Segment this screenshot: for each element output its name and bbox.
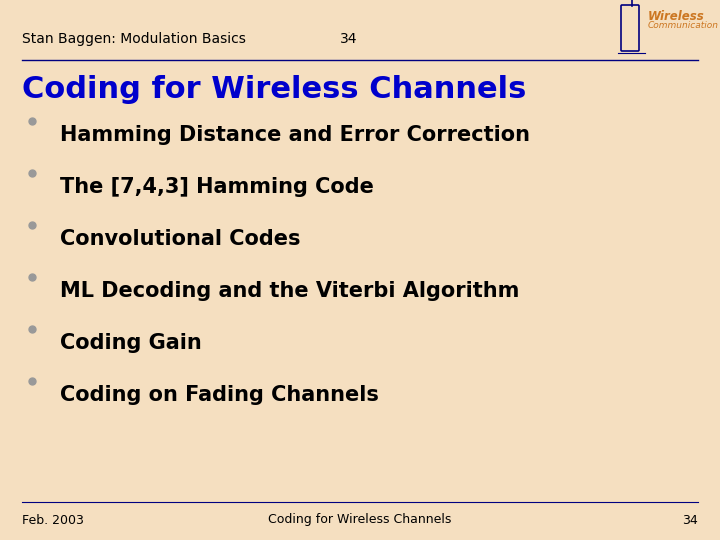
Text: Stan Baggen: Modulation Basics: Stan Baggen: Modulation Basics bbox=[22, 32, 246, 46]
Text: Coding on Fading Channels: Coding on Fading Channels bbox=[60, 385, 379, 405]
Text: ML Decoding and the Viterbi Algorithm: ML Decoding and the Viterbi Algorithm bbox=[60, 281, 519, 301]
Text: Convolutional Codes: Convolutional Codes bbox=[60, 229, 300, 249]
Text: 34: 34 bbox=[683, 514, 698, 526]
Text: Feb. 2003: Feb. 2003 bbox=[22, 514, 84, 526]
Text: Wireless: Wireless bbox=[648, 10, 705, 23]
Text: 34: 34 bbox=[340, 32, 358, 46]
Text: Communication: Communication bbox=[648, 21, 719, 30]
Text: Coding for Wireless Channels: Coding for Wireless Channels bbox=[22, 75, 526, 104]
Text: Coding Gain: Coding Gain bbox=[60, 333, 202, 353]
Text: Coding for Wireless Channels: Coding for Wireless Channels bbox=[269, 514, 451, 526]
Text: Hamming Distance and Error Correction: Hamming Distance and Error Correction bbox=[60, 125, 530, 145]
Text: The [7,4,3] Hamming Code: The [7,4,3] Hamming Code bbox=[60, 177, 374, 197]
